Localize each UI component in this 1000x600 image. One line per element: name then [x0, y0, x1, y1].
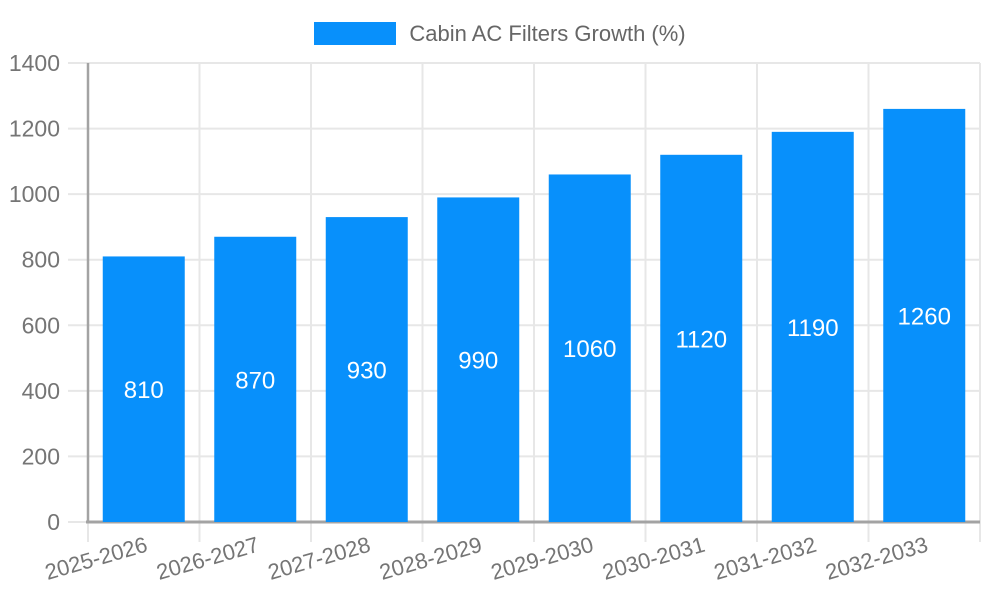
y-tick-label: 1200 [9, 116, 60, 142]
bar [883, 108, 966, 523]
bar-value-label: 870 [235, 367, 275, 394]
x-tick-label: 2030-2031 [600, 532, 708, 585]
x-tick-label: 2029-2030 [488, 532, 596, 585]
bar-value-label: 810 [124, 377, 164, 404]
bar [437, 197, 520, 522]
x-tick-label: 2026-2027 [154, 532, 262, 585]
bar [214, 236, 297, 522]
bar-value-label: 930 [347, 358, 387, 385]
x-tick-label: 2028-2029 [377, 532, 485, 585]
bar [102, 256, 185, 522]
bar [548, 174, 631, 522]
bar-value-label: 1190 [787, 315, 839, 342]
bar-value-label: 1260 [898, 303, 951, 330]
y-tick-label: 1000 [9, 181, 60, 207]
bar [660, 154, 743, 523]
bar-value-label: 1060 [563, 336, 616, 363]
bar-value-label: 1120 [675, 326, 727, 353]
y-tick-label: 600 [22, 312, 60, 338]
x-tick-label: 2027-2028 [265, 532, 373, 585]
y-tick-label: 0 [47, 509, 60, 535]
y-tick-label: 200 [22, 443, 60, 469]
x-tick-label: 2031-2032 [711, 532, 819, 585]
bar [325, 217, 408, 523]
y-tick-label: 400 [22, 378, 60, 404]
y-tick-label: 1400 [9, 50, 60, 76]
x-tick-label: 2025-2026 [42, 532, 150, 585]
y-tick-label: 800 [22, 247, 60, 273]
bar [771, 131, 854, 522]
bar-value-label: 990 [458, 348, 498, 375]
x-tick-label: 2032-2033 [823, 532, 931, 585]
